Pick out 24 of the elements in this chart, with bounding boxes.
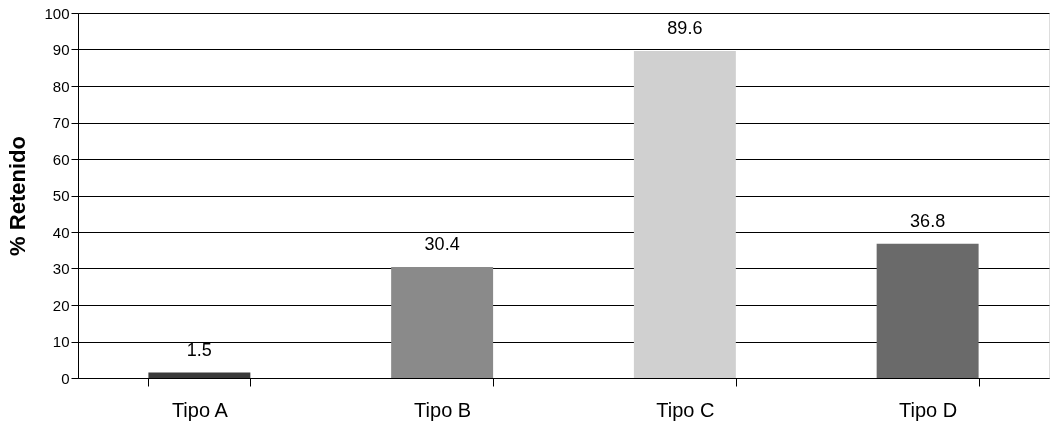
y-axis-title: % Retenido <box>5 136 31 256</box>
data-label: 36.8 <box>910 210 946 231</box>
y-tick-label: 100 <box>44 4 70 22</box>
y-tick-label: 80 <box>52 77 70 95</box>
data-label: 89.6 <box>667 17 703 38</box>
bar <box>391 267 494 378</box>
y-tick-label: 10 <box>52 333 70 350</box>
x-tick-label: Tipo D <box>899 398 958 421</box>
y-tick-label: 40 <box>52 223 70 241</box>
y-tick-label: 60 <box>52 150 70 168</box>
data-label: 30.4 <box>424 234 460 255</box>
bar <box>876 243 979 378</box>
y-tick-label: 70 <box>52 114 70 131</box>
y-tick-label: 50 <box>52 187 70 204</box>
y-tick-label: 0 <box>61 369 70 387</box>
bar <box>148 372 251 378</box>
x-tick-label: Tipo A <box>171 398 229 421</box>
y-tick-label: 90 <box>52 41 70 58</box>
x-tick-label: Tipo B <box>414 398 472 421</box>
bar <box>633 50 736 378</box>
x-tick-label: Tipo C <box>656 398 715 421</box>
y-tick-label: 20 <box>52 296 70 314</box>
y-tick-label: 30 <box>52 260 70 277</box>
data-label: 1.5 <box>186 339 212 360</box>
